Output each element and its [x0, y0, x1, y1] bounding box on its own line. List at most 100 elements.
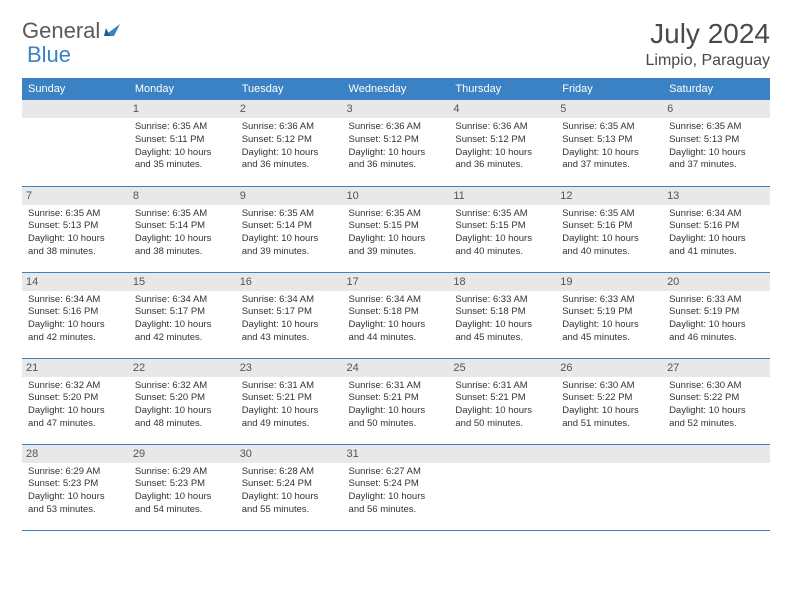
sun-info: Sunrise: 6:32 AMSunset: 5:20 PMDaylight:…: [135, 380, 230, 431]
sun-info: Sunrise: 6:35 AMSunset: 5:11 PMDaylight:…: [135, 121, 230, 172]
day-number: 24: [343, 359, 450, 377]
location-label: Limpio, Paraguay: [645, 52, 770, 70]
day-cell: 13 Sunrise: 6:34 AMSunset: 5:16 PMDayligh…: [663, 186, 770, 272]
day-cell: 3 Sunrise: 6:36 AMSunset: 5:12 PMDaylight…: [343, 100, 450, 186]
day-header: Saturday: [663, 78, 770, 100]
day-number: 13: [663, 187, 770, 205]
day-cell: 5Sunrise: 6:35 AMSunset: 5:13 PMDaylight…: [556, 100, 663, 186]
sun-info: Sunrise: 6:35 AMSunset: 5:13 PMDaylight:…: [669, 121, 764, 172]
sun-info: Sunrise: 6:35 AMSunset: 5:13 PMDaylight:…: [28, 208, 123, 259]
calendar-body: 1 Sunrise: 6:35 AMSunset: 5:11 PMDaylight…: [22, 100, 770, 530]
day-number: [663, 445, 770, 463]
day-number: 26: [556, 359, 663, 377]
sun-info: Sunrise: 6:31 AMSunset: 5:21 PMDaylight:…: [242, 380, 337, 431]
brand-flag-icon: [104, 20, 124, 43]
day-number: 18: [449, 273, 556, 291]
day-header: Monday: [129, 78, 236, 100]
day-cell: 10 Sunrise: 6:35 AMSunset: 5:15 PMDayligh…: [343, 186, 450, 272]
day-number: 14: [22, 273, 129, 291]
sun-info: Sunrise: 6:35 AMSunset: 5:13 PMDaylight:…: [562, 121, 657, 172]
day-number: [449, 445, 556, 463]
page-header: General July 2024 Limpio, Paraguay: [22, 18, 770, 70]
day-number: 12: [556, 187, 663, 205]
sun-info: Sunrise: 6:36 AMSunset: 5:12 PMDaylight:…: [349, 121, 444, 172]
day-number: 10: [343, 187, 450, 205]
sun-info: Sunrise: 6:29 AMSunset: 5:23 PMDaylight:…: [28, 466, 123, 517]
day-number: 16: [236, 273, 343, 291]
day-cell: 4 Sunrise: 6:36 AMSunset: 5:12 PMDaylight…: [449, 100, 556, 186]
day-number: 23: [236, 359, 343, 377]
day-number: 3: [343, 100, 450, 118]
day-number: 27: [663, 359, 770, 377]
title-block: July 2024 Limpio, Paraguay: [645, 18, 770, 70]
sun-info: Sunrise: 6:34 AMSunset: 5:17 PMDaylight:…: [242, 294, 337, 345]
day-number: 1: [129, 100, 236, 118]
day-number: [556, 445, 663, 463]
month-title: July 2024: [645, 18, 770, 50]
day-cell: 25Sunrise: 6:31 AMSunset: 5:21 PMDayligh…: [449, 358, 556, 444]
brand-logo: General: [22, 18, 126, 44]
sun-info: Sunrise: 6:35 AMSunset: 5:16 PMDaylight:…: [562, 208, 657, 259]
sun-info: Sunrise: 6:31 AMSunset: 5:21 PMDaylight:…: [455, 380, 550, 431]
sun-info: Sunrise: 6:35 AMSunset: 5:14 PMDaylight:…: [242, 208, 337, 259]
day-number: 15: [129, 273, 236, 291]
day-cell: 31 Sunrise: 6:27 AMSunset: 5:24 PMDayligh…: [343, 444, 450, 530]
day-number: 20: [663, 273, 770, 291]
day-cell: 28 Sunrise: 6:29 AMSunset: 5:23 PMDayligh…: [22, 444, 129, 530]
empty-cell: [663, 444, 770, 530]
day-number: [22, 100, 129, 118]
day-number: 11: [449, 187, 556, 205]
day-number: 2: [236, 100, 343, 118]
sun-info: Sunrise: 6:29 AMSunset: 5:23 PMDaylight:…: [135, 466, 230, 517]
day-header: Thursday: [449, 78, 556, 100]
sun-info: Sunrise: 6:34 AMSunset: 5:18 PMDaylight:…: [349, 294, 444, 345]
day-number: 6: [663, 100, 770, 118]
day-number: 8: [129, 187, 236, 205]
day-cell: 30 Sunrise: 6:28 AMSunset: 5:24 PMDayligh…: [236, 444, 343, 530]
sun-info: Sunrise: 6:33 AMSunset: 5:19 PMDaylight:…: [669, 294, 764, 345]
day-number: 31: [343, 445, 450, 463]
sun-info: Sunrise: 6:35 AMSunset: 5:15 PMDaylight:…: [455, 208, 550, 259]
sun-info: Sunrise: 6:28 AMSunset: 5:24 PMDaylight:…: [242, 466, 337, 517]
day-number: 4: [449, 100, 556, 118]
day-cell: 11 Sunrise: 6:35 AMSunset: 5:15 PMDayligh…: [449, 186, 556, 272]
empty-cell: [22, 100, 129, 186]
sun-info: Sunrise: 6:34 AMSunset: 5:16 PMDaylight:…: [669, 208, 764, 259]
week-row: 1 Sunrise: 6:35 AMSunset: 5:11 PMDaylight…: [22, 100, 770, 186]
day-header: Sunday: [22, 78, 129, 100]
brand-part2-wrap: Blue: [27, 42, 71, 68]
sun-info: Sunrise: 6:34 AMSunset: 5:16 PMDaylight:…: [28, 294, 123, 345]
day-cell: 24Sunrise: 6:31 AMSunset: 5:21 PMDayligh…: [343, 358, 450, 444]
sun-info: Sunrise: 6:36 AMSunset: 5:12 PMDaylight:…: [455, 121, 550, 172]
day-cell: 29 Sunrise: 6:29 AMSunset: 5:23 PMDayligh…: [129, 444, 236, 530]
day-cell: 15Sunrise: 6:34 AMSunset: 5:17 PMDayligh…: [129, 272, 236, 358]
day-cell: 7Sunrise: 6:35 AMSunset: 5:13 PMDaylight…: [22, 186, 129, 272]
day-header: Tuesday: [236, 78, 343, 100]
day-number: 28: [22, 445, 129, 463]
day-cell: 17 Sunrise: 6:34 AMSunset: 5:18 PMDayligh…: [343, 272, 450, 358]
day-cell: 23 Sunrise: 6:31 AMSunset: 5:21 PMDayligh…: [236, 358, 343, 444]
sun-info: Sunrise: 6:35 AMSunset: 5:15 PMDaylight:…: [349, 208, 444, 259]
day-header: Friday: [556, 78, 663, 100]
brand-part1: General: [22, 18, 100, 44]
day-cell: 8 Sunrise: 6:35 AMSunset: 5:14 PMDaylight…: [129, 186, 236, 272]
sun-info: Sunrise: 6:30 AMSunset: 5:22 PMDaylight:…: [562, 380, 657, 431]
empty-cell: [449, 444, 556, 530]
sun-info: Sunrise: 6:27 AMSunset: 5:24 PMDaylight:…: [349, 466, 444, 517]
calendar-table: SundayMondayTuesdayWednesdayThursdayFrid…: [22, 78, 770, 531]
day-cell: 12 Sunrise: 6:35 AMSunset: 5:16 PMDayligh…: [556, 186, 663, 272]
day-cell: 2Sunrise: 6:36 AMSunset: 5:12 PMDaylight…: [236, 100, 343, 186]
day-cell: 19Sunrise: 6:33 AMSunset: 5:19 PMDayligh…: [556, 272, 663, 358]
day-number: 30: [236, 445, 343, 463]
sun-info: Sunrise: 6:33 AMSunset: 5:18 PMDaylight:…: [455, 294, 550, 345]
day-header: Wednesday: [343, 78, 450, 100]
day-number: 17: [343, 273, 450, 291]
sun-info: Sunrise: 6:32 AMSunset: 5:20 PMDaylight:…: [28, 380, 123, 431]
day-cell: 26 Sunrise: 6:30 AMSunset: 5:22 PMDayligh…: [556, 358, 663, 444]
day-cell: 18 Sunrise: 6:33 AMSunset: 5:18 PMDayligh…: [449, 272, 556, 358]
day-number: 21: [22, 359, 129, 377]
week-row: 7Sunrise: 6:35 AMSunset: 5:13 PMDaylight…: [22, 186, 770, 272]
day-header-row: SundayMondayTuesdayWednesdayThursdayFrid…: [22, 78, 770, 100]
sun-info: Sunrise: 6:35 AMSunset: 5:14 PMDaylight:…: [135, 208, 230, 259]
day-number: 29: [129, 445, 236, 463]
